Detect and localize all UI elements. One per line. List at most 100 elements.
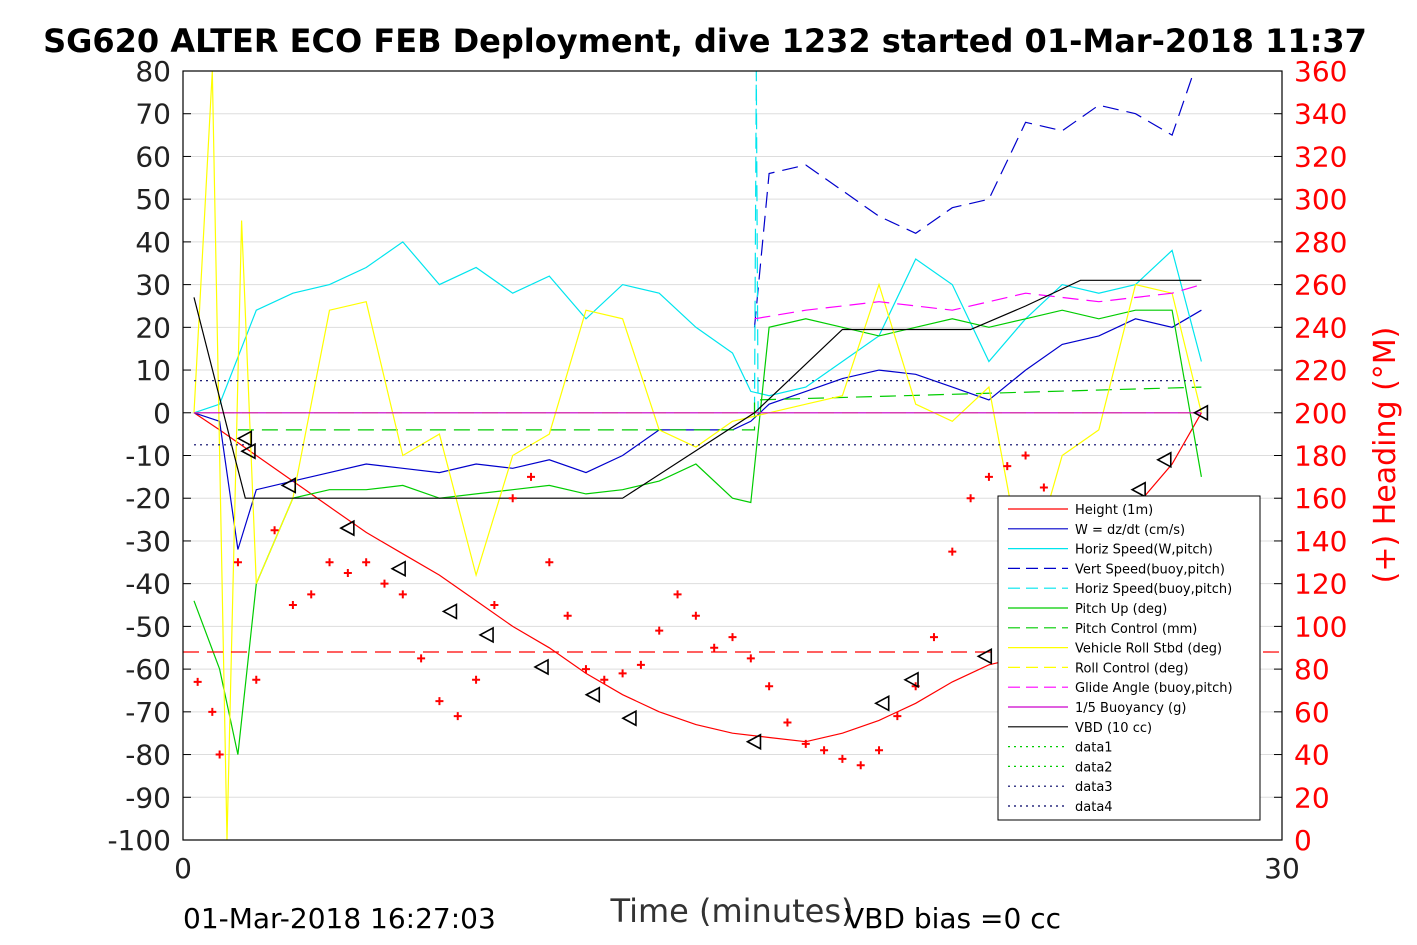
right-tick-label: 160 (1294, 482, 1347, 515)
heading-point (398, 590, 407, 599)
heading-point (783, 718, 792, 727)
triangle-marker (1130, 481, 1146, 499)
heading-point (362, 558, 371, 567)
triangle-markers (236, 404, 1209, 751)
footer-vbd-bias: VBD bias =0 cc (845, 902, 1061, 935)
right-tick-label: 200 (1294, 397, 1347, 430)
series-line-5 (193, 309, 1202, 755)
heading-point (233, 558, 242, 567)
heading-point (728, 633, 737, 642)
heading-point (252, 675, 261, 684)
series-line-6 (237, 386, 1202, 431)
right-tick-label: 320 (1294, 140, 1347, 173)
heading-point (1021, 451, 1030, 460)
left-tick-label: -50 (125, 610, 171, 643)
chart-title: SG620 ALTER ECO FEB Deployment, dive 123… (43, 22, 1367, 60)
left-tick-label: 0 (153, 397, 171, 430)
heading-point (875, 746, 884, 755)
heading-point (417, 654, 426, 663)
heading-point (746, 654, 755, 663)
right-tick-label: 100 (1294, 610, 1347, 643)
right-tick-label: 120 (1294, 568, 1347, 601)
heading-point (270, 526, 279, 535)
left-tick-label: -20 (125, 482, 171, 515)
heading-point (208, 707, 217, 716)
triangle-marker (240, 442, 256, 460)
right-tick-label: 280 (1294, 226, 1347, 259)
legend-label: W = dz/dt (cm/s) (1075, 523, 1185, 538)
heading-point (655, 626, 664, 635)
heading-point (636, 660, 645, 669)
heading-point (307, 590, 316, 599)
triangle-marker (533, 658, 549, 676)
triangle-marker (976, 647, 993, 665)
left-tick-label: -60 (125, 653, 171, 686)
left-tick-label: -70 (125, 696, 171, 729)
left-tick-label: 20 (135, 311, 171, 344)
right-tick-label: 300 (1294, 183, 1347, 216)
series-line-3 (753, 70, 1195, 328)
right-tick-label: 20 (1294, 781, 1330, 814)
heading-point (765, 682, 774, 691)
left-tick-label: -10 (125, 440, 171, 473)
footer-timestamp: 01-Mar-2018 16:27:03 (183, 902, 496, 935)
legend-label: 1/5 Buoyancy (g) (1075, 701, 1186, 716)
heading-point (984, 472, 993, 481)
left-tick-label: -30 (125, 525, 171, 558)
series-line-11 (193, 279, 1202, 499)
triangle-marker (441, 603, 458, 620)
legend-label: Vehicle Roll Stbd (deg) (1075, 642, 1222, 657)
heading-point (1039, 483, 1048, 492)
heading-point (673, 590, 682, 599)
x-tick-label: 30 (1264, 852, 1300, 885)
legend: Height (1m) W = dz/dt (cm/s) Horiz Speed(W… (997, 495, 1261, 821)
left-axis-ticks: 80 70 60 50 40 30 20 10 0 -10 -20 -30 -40 -50 -60 -70 -8… (107, 55, 191, 857)
left-tick-label: 30 (135, 269, 171, 302)
heading-point (453, 712, 462, 721)
legend-label: VBD (10 cc) (1075, 721, 1152, 736)
heading-point (966, 494, 975, 503)
heading-point (1003, 462, 1012, 471)
triangle-marker (621, 709, 637, 727)
heading-point (325, 558, 334, 567)
x-tick-label: 0 (174, 852, 192, 885)
heading-point (380, 579, 389, 588)
legend-label: Glide Angle (buoy,pitch) (1075, 681, 1233, 696)
left-tick-label: 80 (135, 55, 171, 88)
legend-label: Vert Speed(buoy,pitch) (1075, 562, 1225, 577)
triangle-marker (903, 671, 919, 689)
x-axis-label: Time (minutes) (610, 892, 854, 930)
legend-label: data3 (1075, 780, 1113, 795)
heading-point (893, 712, 902, 721)
heading-point (838, 754, 847, 763)
heading-point (801, 739, 810, 748)
left-tick-label: -40 (125, 568, 171, 601)
triangle-marker (339, 519, 355, 537)
heading-point (435, 697, 444, 706)
x-axis-ticks: 0 30 (174, 832, 1300, 885)
heading-point (193, 677, 202, 686)
heading-point (581, 665, 590, 674)
heading-point (856, 761, 865, 770)
legend-label: Height (1m) (1075, 503, 1153, 518)
legend-label: Horiz Speed(buoy,pitch) (1075, 582, 1232, 597)
series-line-9 (754, 284, 1202, 320)
right-tick-label: 180 (1294, 440, 1347, 473)
triangle-marker (1156, 451, 1172, 469)
right-tick-label: 40 (1294, 739, 1330, 772)
heading-point (618, 669, 627, 678)
right-tick-label: 240 (1294, 311, 1347, 344)
right-tick-label: 60 (1294, 696, 1330, 729)
heading-point (527, 472, 536, 481)
triangle-marker (280, 477, 297, 494)
legend-label: data1 (1075, 741, 1113, 756)
heading-point (820, 746, 829, 755)
legend-box (997, 495, 1261, 821)
left-tick-label: 10 (135, 354, 171, 387)
legend-label: Horiz Speed(W,pitch) (1075, 543, 1213, 558)
right-tick-label: 260 (1294, 269, 1347, 302)
left-tick-label: 50 (135, 183, 171, 216)
heading-point (948, 547, 957, 556)
left-tick-label: 60 (135, 140, 171, 173)
left-tick-label: -90 (125, 781, 171, 814)
